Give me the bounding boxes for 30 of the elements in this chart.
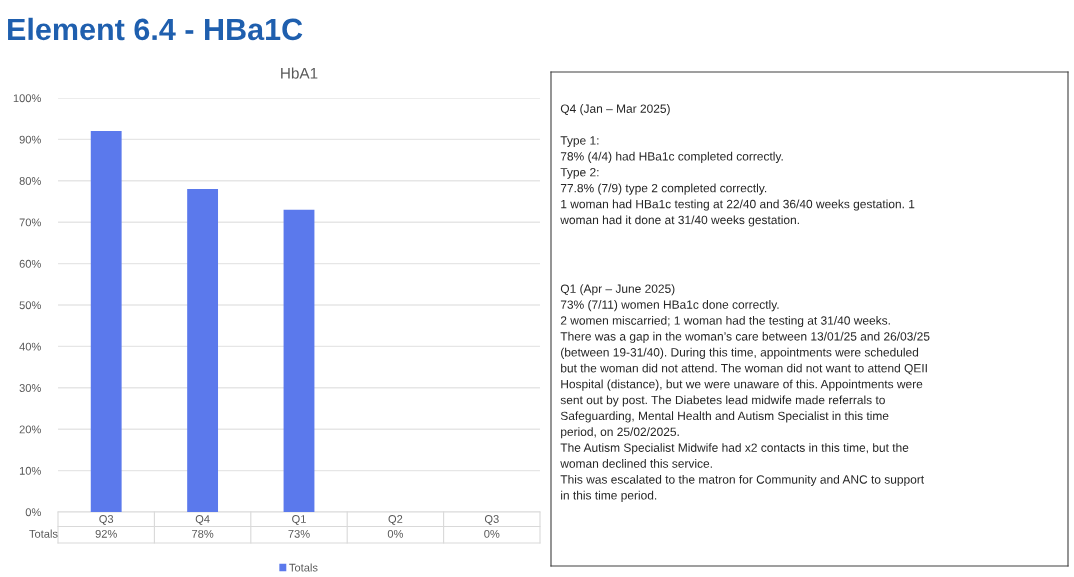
y-tick-label: 40% [19,342,41,351]
y-tick-label: 70% [19,218,41,227]
y-tick-label: 50% [19,301,41,310]
y-tick-label: 30% [19,384,41,392]
y-tick-label: 0% [25,508,41,517]
x-tick-label: Q4 [195,515,210,525]
data-label: 0% [484,529,500,538]
x-tick-label: Q2 [388,515,403,525]
bar [187,189,219,512]
y-tick-label: 60% [19,259,41,268]
y-tick-label: 10% [19,466,41,475]
y-tick-label: 100% [13,94,41,103]
x-tick-label: Q3 [484,515,499,525]
text: Q4 (Jan – Mar 2025) Type 1: 78% (4/4) had HBa1c completed correctly. Type 2: 77.8% (7/9) type 2 completed correctly. 1 woman had HBa1c testing at 22/40 and 36/40 weeks gestation. 1 woman had it done at 31/40 weeks gestation. [560,104,915,227]
data-label: 0% [387,529,404,538]
text: Element 6.4 - HBa1C [8,17,303,41]
data-label: 73% [288,529,310,538]
data-label: 78% [192,529,214,538]
text: Q1 (Apr – June 2025) 73% (7/11) women HBa1c done correctly. 2 women miscarried; 1 woman had the testing at 31/40 weeks. There was a gap in the woman’s care between 13/01/25 and 26/03/25 (between 19-31/40). During this time, appointments were scheduled but the woman did not attend. The woman did not want to attend QEII Hospital (distance), but we were unaware of this. Appointments were sent out by post. The Diabetes lead midwife made referrals to Safeguarding, Mental Health and Autism Specialist in this time period, on 25/02/2025. The Autism Specialist Midwife had x2 contacts in this time, but the woman declined this service. This was escalated to the matron for Community and ANC to support in this time period. [560,284,930,502]
x-tick-label: Q1 [292,515,306,525]
bar [283,209,315,512]
data-label: 92% [95,529,117,538]
x-tick-label: Q3 [99,515,114,525]
legend-label: Totals [289,563,318,572]
y-tick-label: 20% [19,425,41,434]
chart-title: HbA1 [281,67,318,79]
text: Totals [29,529,58,538]
y-tick-label: 80% [19,177,41,185]
y-tick-label: 90% [19,135,41,144]
bar [90,131,122,512]
